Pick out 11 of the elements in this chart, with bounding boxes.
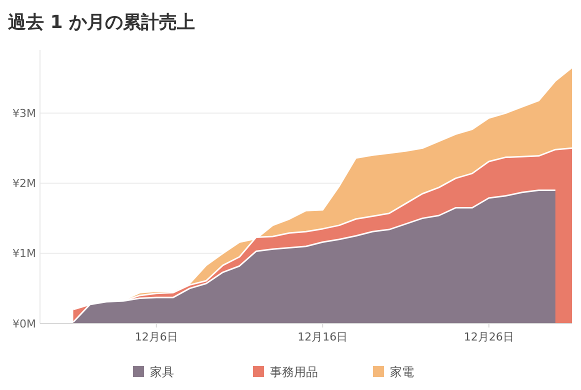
y-tick-label: ¥1M xyxy=(12,247,36,260)
x-tick-label: 12月16日 xyxy=(298,330,348,344)
chart-title: 過去 1 か月の累計売上 xyxy=(7,12,196,33)
y-tick-label: ¥3M xyxy=(12,106,36,120)
legend-label: 家電 xyxy=(390,365,414,379)
y-tick-label: ¥0M xyxy=(12,317,36,330)
legend-label: 事務用品 xyxy=(270,365,318,379)
legend-label: 家具 xyxy=(150,365,174,379)
x-tick-label: 12月6日 xyxy=(134,330,178,344)
x-tick-label: 12月26日 xyxy=(464,330,514,344)
y-tick-label: ¥2M xyxy=(12,177,36,190)
